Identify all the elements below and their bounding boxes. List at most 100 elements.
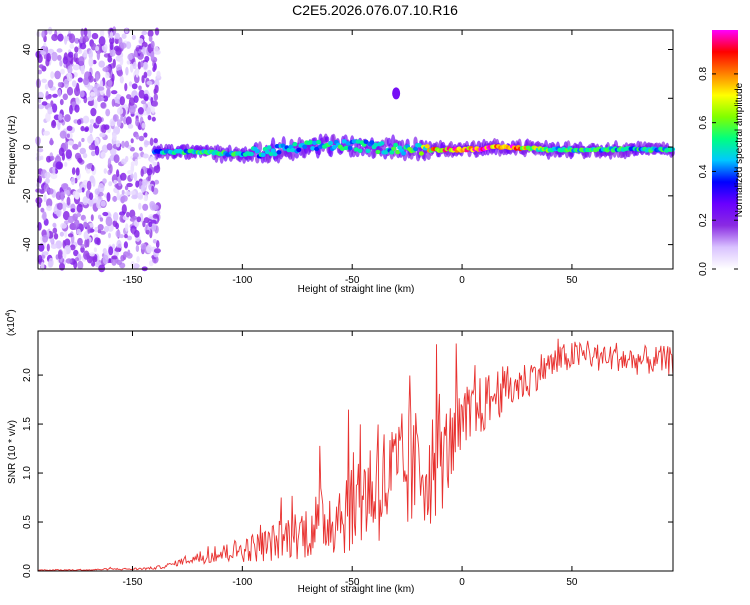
noise-speckle [126,94,132,100]
noise-speckle [83,250,90,260]
noise-speckle [152,213,159,219]
noise-speckle [89,252,95,257]
noise-speckle [141,122,146,129]
noise-speckle [109,164,113,174]
noise-speckle [37,54,43,63]
noise-speckle [115,47,122,56]
noise-speckle [97,224,104,231]
noise-speckle [130,172,134,180]
noise-speckle [116,239,122,250]
noise-speckle [53,205,58,215]
noise-speckle [109,31,114,39]
noise-speckle [88,57,94,67]
trace-halo [270,137,276,151]
noise-speckle [143,89,149,95]
noise-speckle [93,247,97,253]
noise-speckle [94,226,98,233]
noise-speckle [135,118,140,127]
noise-speckle [37,175,42,184]
noise-speckle [83,221,88,228]
noise-speckle [131,215,138,220]
noise-speckle [95,115,102,125]
noise-speckle [79,90,85,98]
trace-core [395,149,401,155]
noise-speckle [152,66,156,72]
noise-speckle [57,122,61,130]
noise-speckle [128,97,135,107]
noise-speckle [86,163,93,170]
spectral-blob [392,87,401,100]
trace-core [339,146,345,151]
noise-speckle [78,141,82,148]
noise-speckle [99,29,105,38]
noise-speckle [143,217,150,224]
noise-speckle [87,96,94,102]
noise-speckle [46,205,52,211]
noise-speckle [94,237,100,245]
trace-core [353,147,359,152]
noise-speckle [90,150,96,157]
noise-speckle [92,256,98,263]
noise-speckle [151,185,155,193]
spectrogram-image [35,26,676,273]
noise-speckle [70,208,76,213]
noise-speckle [111,90,118,95]
colorbar-tick-label: 0.4 [698,164,709,178]
noise-speckle [138,202,142,210]
noise-speckle [149,137,154,146]
noise-speckle [119,57,124,66]
noise-speckle [51,103,58,113]
trace-core [343,145,349,151]
noise-speckle [148,221,153,228]
noise-speckle [103,225,109,233]
snr-x-tick-label: 50 [566,577,578,588]
trace-core [379,141,385,146]
noise-speckle [121,140,125,149]
spectrogram-frame [37,29,674,270]
noise-speckle [48,257,54,268]
noise-speckle [112,132,117,142]
noise-speckle [124,191,131,196]
noise-speckle [102,178,107,184]
noise-speckle [102,211,109,217]
trace-core [416,143,422,148]
noise-speckle [124,140,130,148]
noise-speckle [80,246,85,253]
snr-x-label: Height of straight line (km) [298,584,415,595]
trace-core [302,144,308,149]
noise-speckle [94,188,100,195]
noise-speckle [79,147,87,155]
noise-speckle [103,168,108,174]
noise-speckle [145,107,151,114]
noise-speckle [143,61,148,70]
spectrogram-x-tick-label: 0 [459,275,465,286]
noise-speckle [124,83,128,92]
noise-speckle [121,33,127,39]
trace-core [369,140,375,145]
snr-x-ticks: -150 -100 -50 0 50 [122,331,578,588]
noise-speckle [147,29,154,37]
noise-speckle [146,168,153,176]
snr-multiplier: (x104) [5,309,17,336]
noise-speckle [63,78,69,89]
trace-core [286,147,292,153]
trace-halo [294,152,299,159]
noise-speckle [154,179,160,185]
noise-speckle [131,34,136,40]
noise-speckle [46,243,50,252]
noise-speckle [107,79,113,87]
noise-speckle [64,35,68,45]
trace-core [355,139,361,144]
noise-speckle [130,190,136,196]
noise-speckle [113,212,119,222]
noise-speckle [67,233,74,238]
noise-speckle [65,258,73,264]
snr-x-tick-label: 0 [459,577,465,588]
noise-speckle [82,115,90,124]
noise-speckle [142,153,149,159]
trace-core [341,139,347,144]
noise-speckle [97,86,105,91]
trace-core [331,144,337,150]
noise-speckle [140,100,147,105]
noise-speckle [52,222,57,228]
